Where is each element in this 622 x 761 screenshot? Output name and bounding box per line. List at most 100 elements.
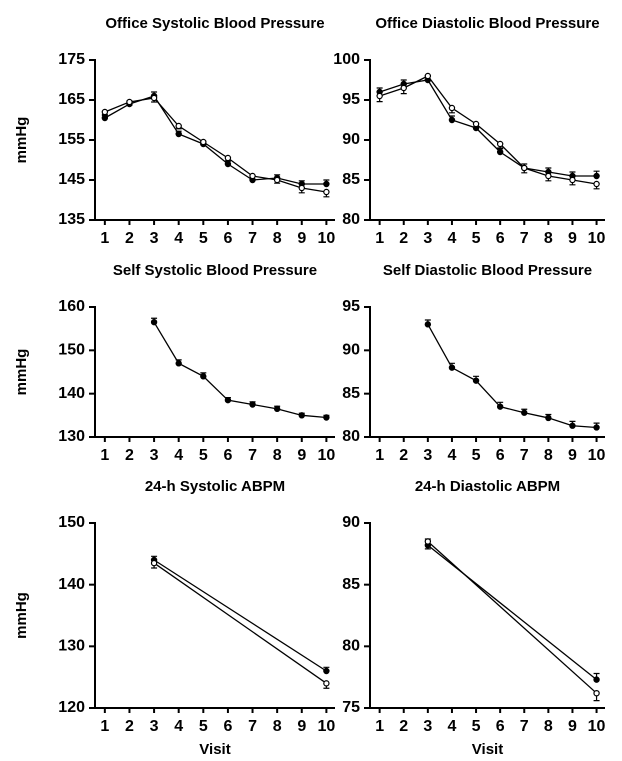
x-tick-label: 5 [199, 447, 208, 464]
data-point [424, 321, 432, 328]
x-tick-label: 7 [248, 718, 257, 735]
x-tick-label: 4 [174, 447, 183, 464]
data-point [224, 160, 232, 168]
data-point [150, 94, 158, 102]
y-tick-label: 85 [342, 171, 360, 188]
data-point [448, 116, 456, 124]
data-point [569, 422, 576, 429]
x-tick-label: 3 [150, 718, 159, 735]
chart-title: 24-h Diastolic ABPM [415, 478, 560, 495]
x-tick-label: 2 [399, 447, 408, 464]
data-point [593, 676, 600, 683]
data-point [496, 140, 504, 148]
x-tick-label: 4 [447, 230, 456, 247]
x-tick-label: 8 [544, 230, 553, 247]
chart-title: Office Diastolic Blood Pressure [375, 15, 599, 32]
x-tick-label: 6 [223, 230, 232, 247]
chart-title: Self Diastolic Blood Pressure [383, 262, 592, 279]
x-tick-label: 1 [375, 718, 384, 735]
data-point [545, 414, 552, 422]
data-point [126, 98, 133, 106]
x-tick-label: 8 [544, 447, 553, 464]
x-tick-label: 6 [496, 718, 505, 735]
data-point [521, 409, 528, 416]
x-tick-label: 9 [297, 718, 306, 735]
y-tick-label: 130 [58, 428, 85, 445]
x-tick-label: 8 [273, 718, 282, 735]
y-tick-label: 100 [333, 51, 360, 68]
x-tick-label: 7 [520, 718, 529, 735]
data-point [545, 172, 552, 180]
x-tick-label: 5 [199, 718, 208, 735]
x-tick-label: 3 [423, 230, 432, 247]
x-tick-label: 9 [568, 447, 577, 464]
x-tick-label: 1 [375, 447, 384, 464]
y-tick-label: 135 [58, 211, 85, 228]
chart-title: Self Systolic Blood Pressure [113, 262, 317, 279]
data-point [200, 373, 207, 380]
x-tick-label: 6 [496, 230, 505, 247]
data-point [323, 680, 330, 687]
data-point [424, 538, 432, 545]
y-tick-label: 85 [342, 576, 360, 593]
data-point [249, 401, 256, 408]
x-tick-label: 10 [588, 447, 606, 464]
x-tick-label: 3 [423, 718, 432, 735]
x-tick-label: 1 [100, 718, 109, 735]
x-tick-label: 4 [174, 718, 183, 735]
series-line [427, 541, 597, 694]
x-axis-label: Visit [472, 741, 503, 758]
x-tick-label: 9 [568, 718, 577, 735]
x-tick-label: 6 [223, 718, 232, 735]
x-tick-label: 8 [273, 447, 282, 464]
y-tick-label: 150 [58, 514, 85, 531]
y-axis-label: mmHg [13, 117, 30, 164]
data-point [273, 405, 281, 413]
data-point [400, 84, 407, 92]
chart-title: 24-h Systolic ABPM [145, 478, 285, 495]
x-tick-label: 5 [199, 230, 208, 247]
data-point [200, 138, 207, 146]
x-tick-label: 2 [399, 230, 408, 247]
series-line [427, 544, 597, 681]
data-point [273, 176, 281, 184]
data-point [323, 180, 330, 188]
x-tick-label: 2 [125, 447, 134, 464]
x-tick-label: 2 [399, 718, 408, 735]
data-point [298, 412, 305, 419]
data-point [150, 559, 158, 567]
data-point [376, 92, 383, 100]
y-tick-label: 175 [58, 51, 85, 68]
series-line [153, 321, 327, 419]
y-tick-label: 140 [58, 576, 85, 593]
data-point [101, 108, 109, 116]
x-tick-label: 9 [568, 230, 577, 247]
data-point [569, 176, 576, 184]
data-point [323, 667, 330, 675]
data-point [496, 403, 504, 410]
x-tick-label: 3 [150, 230, 159, 247]
data-point [472, 377, 480, 384]
x-tick-label: 10 [317, 230, 335, 247]
x-tick-label: 4 [447, 718, 456, 735]
series-line [379, 79, 597, 177]
data-point [448, 364, 456, 371]
data-point [323, 414, 330, 421]
data-point [101, 114, 109, 122]
y-tick-label: 80 [342, 211, 360, 228]
data-point [323, 188, 330, 196]
x-tick-label: 5 [472, 447, 481, 464]
data-point [175, 122, 182, 130]
y-tick-label: 80 [342, 638, 360, 655]
x-tick-label: 7 [520, 447, 529, 464]
y-tick-label: 120 [58, 699, 85, 716]
data-point [175, 130, 182, 138]
x-tick-label: 10 [588, 230, 606, 247]
x-tick-label: 4 [174, 230, 183, 247]
x-tick-label: 6 [496, 447, 505, 464]
y-tick-label: 90 [342, 131, 360, 148]
x-tick-label: 7 [248, 447, 257, 464]
y-tick-label: 90 [342, 514, 360, 531]
data-point [593, 180, 600, 188]
